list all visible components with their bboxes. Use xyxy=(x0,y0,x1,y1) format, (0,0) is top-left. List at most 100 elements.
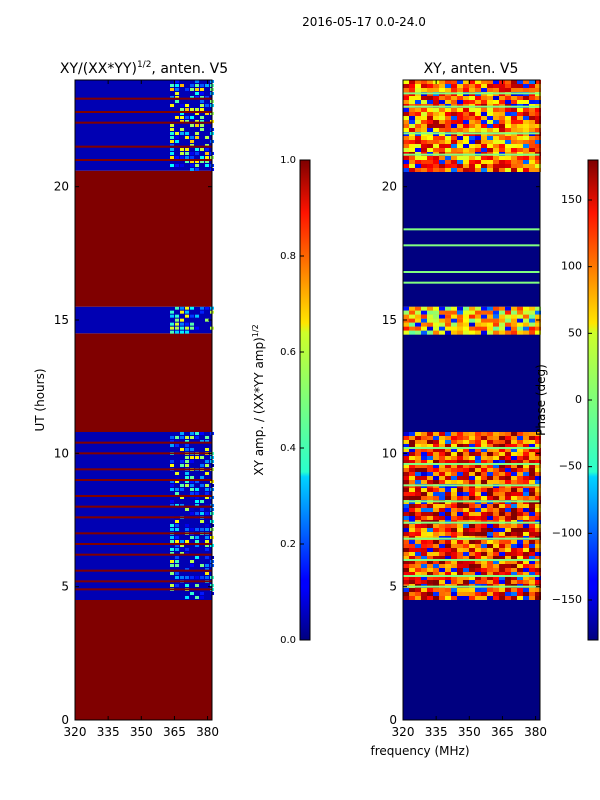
right-cell xyxy=(415,306,421,311)
right-cell xyxy=(481,432,487,436)
left-cell xyxy=(185,464,190,467)
left-colorbar-tick-label: 0.8 xyxy=(280,251,296,262)
right-cell xyxy=(451,432,457,436)
right-cell xyxy=(457,314,463,319)
right-cell xyxy=(481,330,487,335)
right-cell xyxy=(481,504,487,508)
left-colorbar-tick-label: 1.0 xyxy=(280,155,296,166)
right-cell xyxy=(469,448,475,452)
right-cell xyxy=(499,156,505,160)
right-cell xyxy=(445,464,451,468)
right-cell xyxy=(403,144,409,148)
left-stripe xyxy=(75,569,212,572)
left-cell xyxy=(185,148,190,151)
right-cell xyxy=(427,156,433,160)
right-cell xyxy=(427,120,433,124)
right-cell xyxy=(481,564,487,568)
left-cell xyxy=(175,80,180,83)
right-cell xyxy=(421,560,427,564)
left-cell xyxy=(175,524,180,527)
right-cell xyxy=(475,464,481,468)
right-cell xyxy=(415,84,421,88)
right-cell xyxy=(481,588,487,592)
right-cell xyxy=(439,492,445,496)
left-cell xyxy=(180,552,185,555)
right-cell xyxy=(445,552,451,556)
right-cell xyxy=(457,88,463,92)
right-cell xyxy=(505,464,511,468)
right-cell xyxy=(475,444,481,448)
right-cell xyxy=(481,516,487,520)
left-stripe xyxy=(75,516,212,519)
right-cell xyxy=(427,140,433,144)
right-cell xyxy=(403,576,409,580)
right-cell xyxy=(433,120,439,124)
right-cell xyxy=(481,144,487,148)
right-cell xyxy=(499,592,505,596)
right-cell xyxy=(529,306,535,311)
right-cell xyxy=(511,128,517,132)
right-cell xyxy=(409,504,415,508)
left-cell xyxy=(195,528,200,531)
right-cell xyxy=(463,488,469,492)
right-cell xyxy=(511,310,517,315)
left-cell xyxy=(175,460,180,463)
right-cell xyxy=(445,144,451,148)
right-cell xyxy=(469,84,475,88)
right-cell xyxy=(421,108,427,112)
left-cell xyxy=(185,136,190,139)
right-cell xyxy=(529,560,535,564)
right-cell xyxy=(421,124,427,128)
right-cell xyxy=(463,144,469,148)
right-cell xyxy=(403,330,409,335)
right-cell xyxy=(475,310,481,315)
right-cell xyxy=(505,576,511,580)
right-cell xyxy=(439,96,445,100)
right-cell xyxy=(529,588,535,592)
right-cell xyxy=(475,468,481,472)
right-cell xyxy=(415,440,421,444)
right-cell xyxy=(451,548,457,552)
right-cell xyxy=(523,512,529,516)
right-cell xyxy=(445,592,451,596)
right-cell xyxy=(499,460,505,464)
left-stripe xyxy=(75,233,212,236)
right-cell xyxy=(505,496,511,500)
right-cell xyxy=(517,148,523,152)
right-cell xyxy=(469,564,475,568)
left-stripe xyxy=(75,265,212,268)
right-cell xyxy=(403,472,409,476)
right-stripe xyxy=(403,132,540,135)
left-cell xyxy=(205,306,210,310)
right-cell xyxy=(493,148,499,152)
left-cell xyxy=(175,488,180,491)
right-cell xyxy=(505,88,511,92)
right-cell xyxy=(469,496,475,500)
right-cell xyxy=(451,508,457,512)
right-cell xyxy=(403,322,409,327)
right-cell xyxy=(517,88,523,92)
right-cell xyxy=(481,528,487,532)
left-cell xyxy=(190,528,195,531)
right-cell xyxy=(529,596,535,600)
right-cell xyxy=(487,124,493,128)
right-stripe xyxy=(403,521,540,524)
right-cell xyxy=(481,440,487,444)
right-cell xyxy=(475,168,481,172)
left-cell xyxy=(185,484,190,487)
right-cell xyxy=(451,464,457,468)
right-cell xyxy=(511,168,517,172)
right-cell xyxy=(493,516,499,520)
right-cell xyxy=(403,160,409,164)
right-cell xyxy=(469,306,475,311)
right-cell xyxy=(427,128,433,132)
right-cell xyxy=(499,84,505,88)
left-cell xyxy=(200,84,205,87)
right-cell xyxy=(517,160,523,164)
right-cell xyxy=(475,314,481,319)
right-cell xyxy=(529,472,535,476)
left-cell xyxy=(195,576,200,579)
right-cell xyxy=(475,456,481,460)
right-cell xyxy=(445,460,451,464)
right-cell xyxy=(523,488,529,492)
